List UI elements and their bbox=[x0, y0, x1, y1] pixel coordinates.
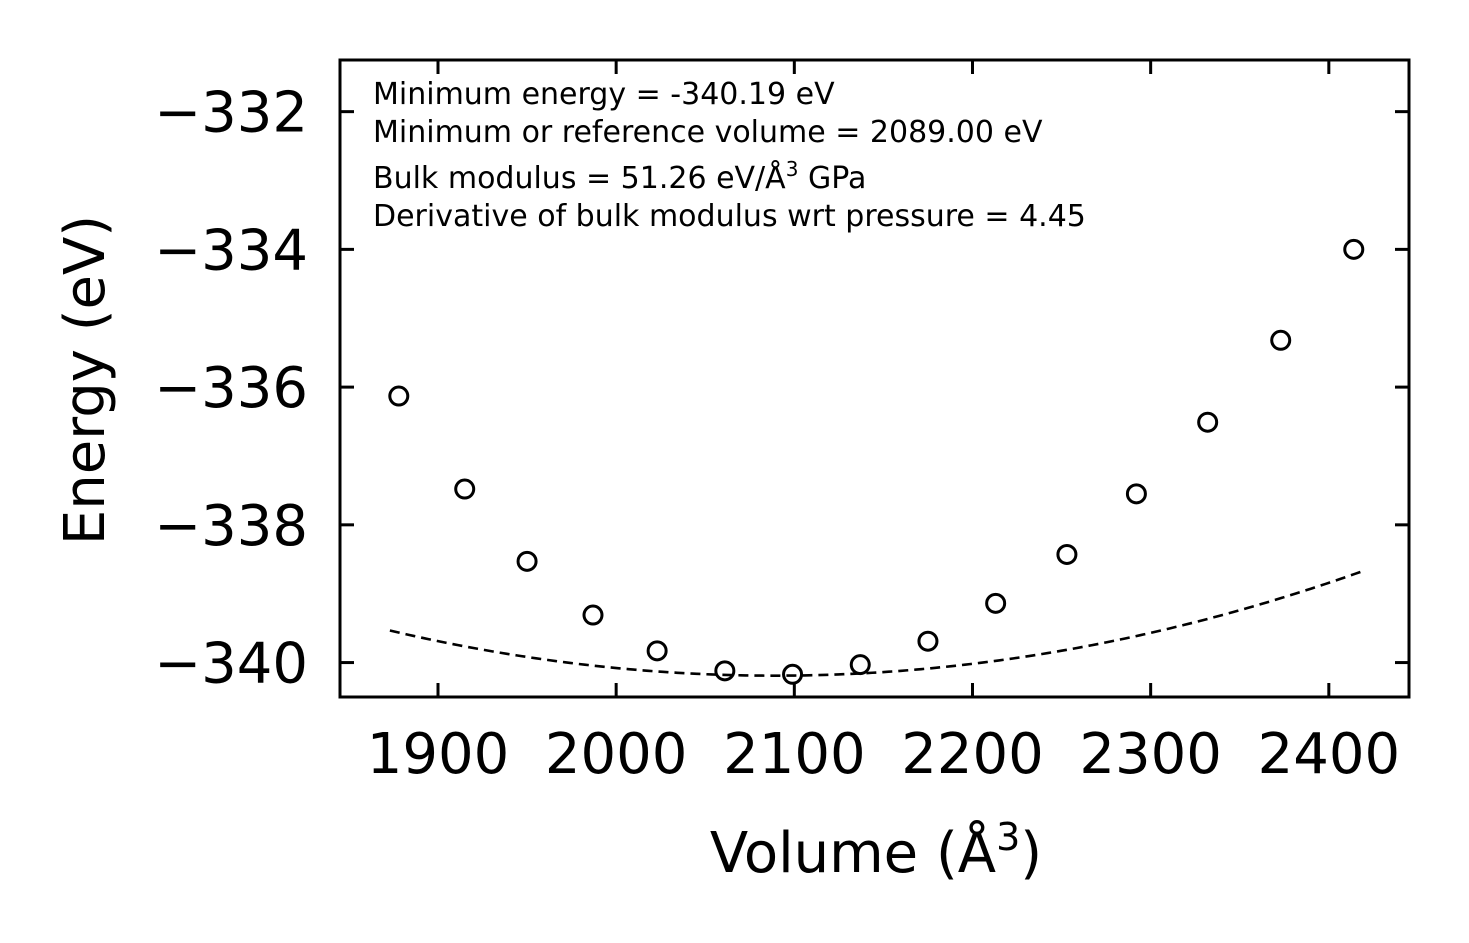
data-point bbox=[714, 660, 736, 682]
data-point bbox=[917, 630, 939, 652]
x-tick-label: 2100 bbox=[723, 722, 866, 787]
y-tick-label: −340 bbox=[154, 632, 308, 697]
annotation-bulk-derivative: Derivative of bulk modulus wrt pressure … bbox=[373, 199, 1086, 234]
annotation-bulk-modulus: Bulk modulus = 51.26 eV/Å3 GPa bbox=[373, 157, 866, 196]
fit-curve bbox=[389, 569, 1365, 677]
x-tick-label: 2000 bbox=[545, 722, 688, 787]
y-tick-label: −334 bbox=[154, 218, 308, 283]
y-axis-label: Energy (eV) bbox=[53, 215, 118, 545]
data-point bbox=[582, 604, 604, 626]
x-tick-label: 1900 bbox=[367, 722, 510, 787]
y-tick-labels: −332 −334 −336 −338 −340 bbox=[154, 81, 308, 697]
data-point bbox=[516, 550, 538, 572]
data-points bbox=[388, 238, 1365, 685]
tick-marks bbox=[340, 60, 1409, 697]
data-point bbox=[782, 663, 804, 685]
x-tick-label: 2300 bbox=[1079, 722, 1222, 787]
x-tick-label: 2400 bbox=[1258, 722, 1401, 787]
data-point bbox=[985, 592, 1007, 614]
data-point bbox=[1197, 411, 1219, 433]
annotation-ref-volume: Minimum or reference volume = 2089.00 eV bbox=[373, 115, 1043, 150]
data-point bbox=[1343, 238, 1365, 260]
annotation-min-energy: Minimum energy = -340.19 eV bbox=[373, 77, 835, 112]
plot-frame bbox=[338, 58, 1411, 699]
data-point bbox=[646, 640, 668, 662]
y-tick-label: −338 bbox=[154, 494, 308, 559]
y-tick-label: −332 bbox=[154, 81, 308, 146]
annotation-block: Minimum energy = -340.19 eV Minimum or r… bbox=[373, 77, 1086, 234]
data-point bbox=[1056, 543, 1078, 565]
x-axis-label: Volume (Å3) bbox=[710, 815, 1042, 886]
data-point bbox=[388, 385, 410, 407]
data-point bbox=[454, 478, 476, 500]
y-tick-label: −336 bbox=[154, 356, 308, 421]
x-tick-label: 2200 bbox=[901, 722, 1044, 787]
data-point bbox=[1125, 483, 1147, 505]
data-point bbox=[1270, 329, 1292, 351]
data-point bbox=[849, 654, 871, 676]
x-tick-labels: 1900 2000 2100 2200 2300 2400 bbox=[367, 722, 1400, 787]
